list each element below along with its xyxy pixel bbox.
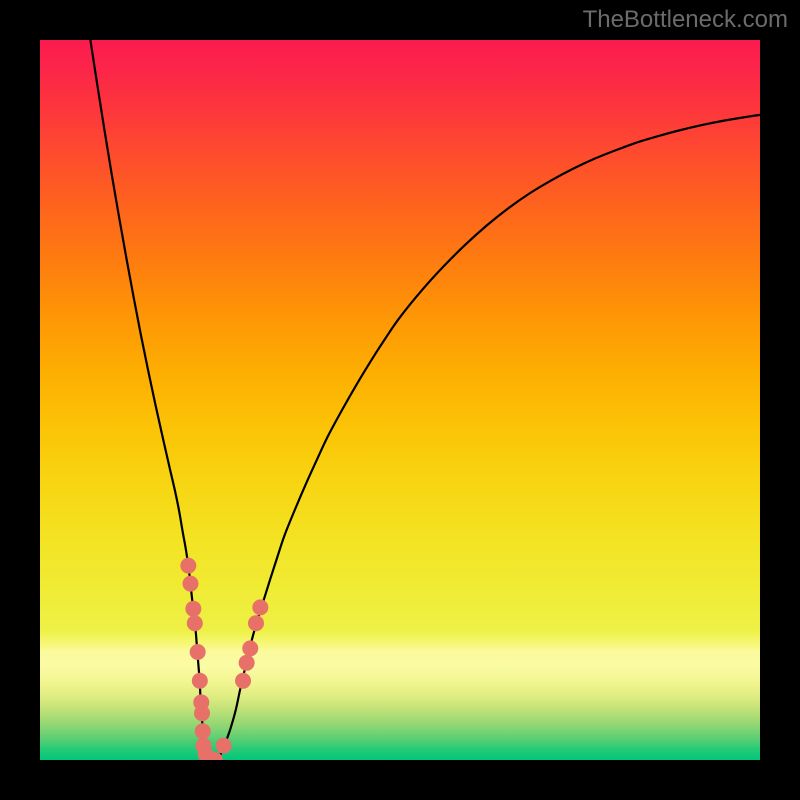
plot-area: [40, 40, 760, 760]
data-marker: [185, 601, 201, 617]
data-marker: [195, 723, 211, 739]
gradient-background: [40, 40, 760, 760]
watermark-text: TheBottleneck.com: [583, 6, 788, 34]
data-marker: [180, 558, 196, 574]
data-marker: [182, 576, 198, 592]
chart-frame: { "watermark": { "text": "TheBottleneck.…: [0, 0, 800, 800]
data-marker: [248, 615, 264, 631]
data-marker: [239, 655, 255, 671]
data-marker: [187, 615, 203, 631]
data-marker: [235, 673, 251, 689]
data-marker: [216, 738, 232, 754]
data-marker: [252, 599, 268, 615]
data-marker: [192, 673, 208, 689]
data-marker: [242, 640, 258, 656]
data-marker: [194, 705, 210, 721]
data-marker: [190, 644, 206, 660]
plot-svg: [40, 40, 760, 760]
